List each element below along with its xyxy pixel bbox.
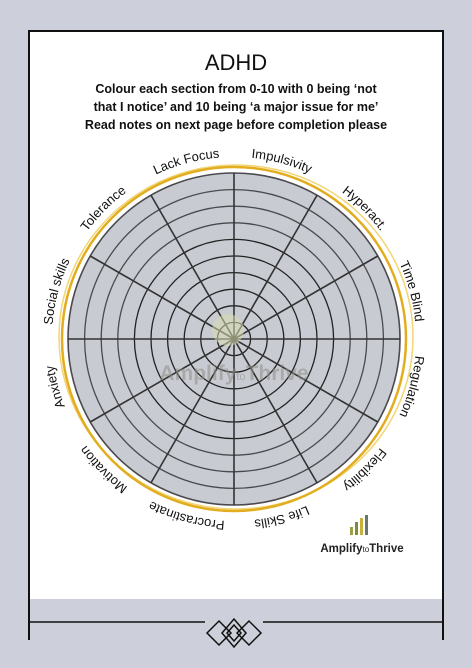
gold-ring [58, 164, 414, 510]
spoke [233, 338, 318, 484]
ornament [205, 617, 263, 649]
logo-bar [360, 518, 363, 535]
logo-text: AmplifytoThrive [320, 543, 403, 555]
spoke [150, 194, 235, 340]
spoke [233, 194, 318, 340]
gold-ring [60, 165, 408, 513]
spoke [89, 255, 235, 340]
logo-part: to [362, 545, 369, 554]
logo: AmplifytoThrive [320, 515, 404, 555]
spoke [89, 338, 235, 423]
watermark: AmplifytoThrive [159, 314, 309, 385]
logo-bar [350, 527, 353, 535]
watermark-part: Amplify [159, 362, 236, 385]
instruction: that I notice’ and 10 being ‘a major iss… [94, 100, 379, 114]
spoke [150, 338, 235, 484]
title: ADHD [205, 50, 267, 75]
watermark-part: Thrive [246, 362, 309, 385]
spoke [233, 255, 379, 340]
logo-part: Thrive [369, 543, 404, 555]
instruction: Colour each section from 0-10 with 0 bei… [95, 82, 377, 96]
spoke [233, 338, 379, 423]
logo-bar [355, 522, 358, 535]
instruction: Read notes on next page before completio… [85, 118, 387, 132]
logo-part: Amplify [320, 543, 363, 555]
watermark-part: to [236, 371, 245, 383]
logo-bar [365, 515, 368, 535]
watermark-icon [212, 314, 244, 346]
watermark-text: AmplifytoThrive [159, 362, 308, 385]
